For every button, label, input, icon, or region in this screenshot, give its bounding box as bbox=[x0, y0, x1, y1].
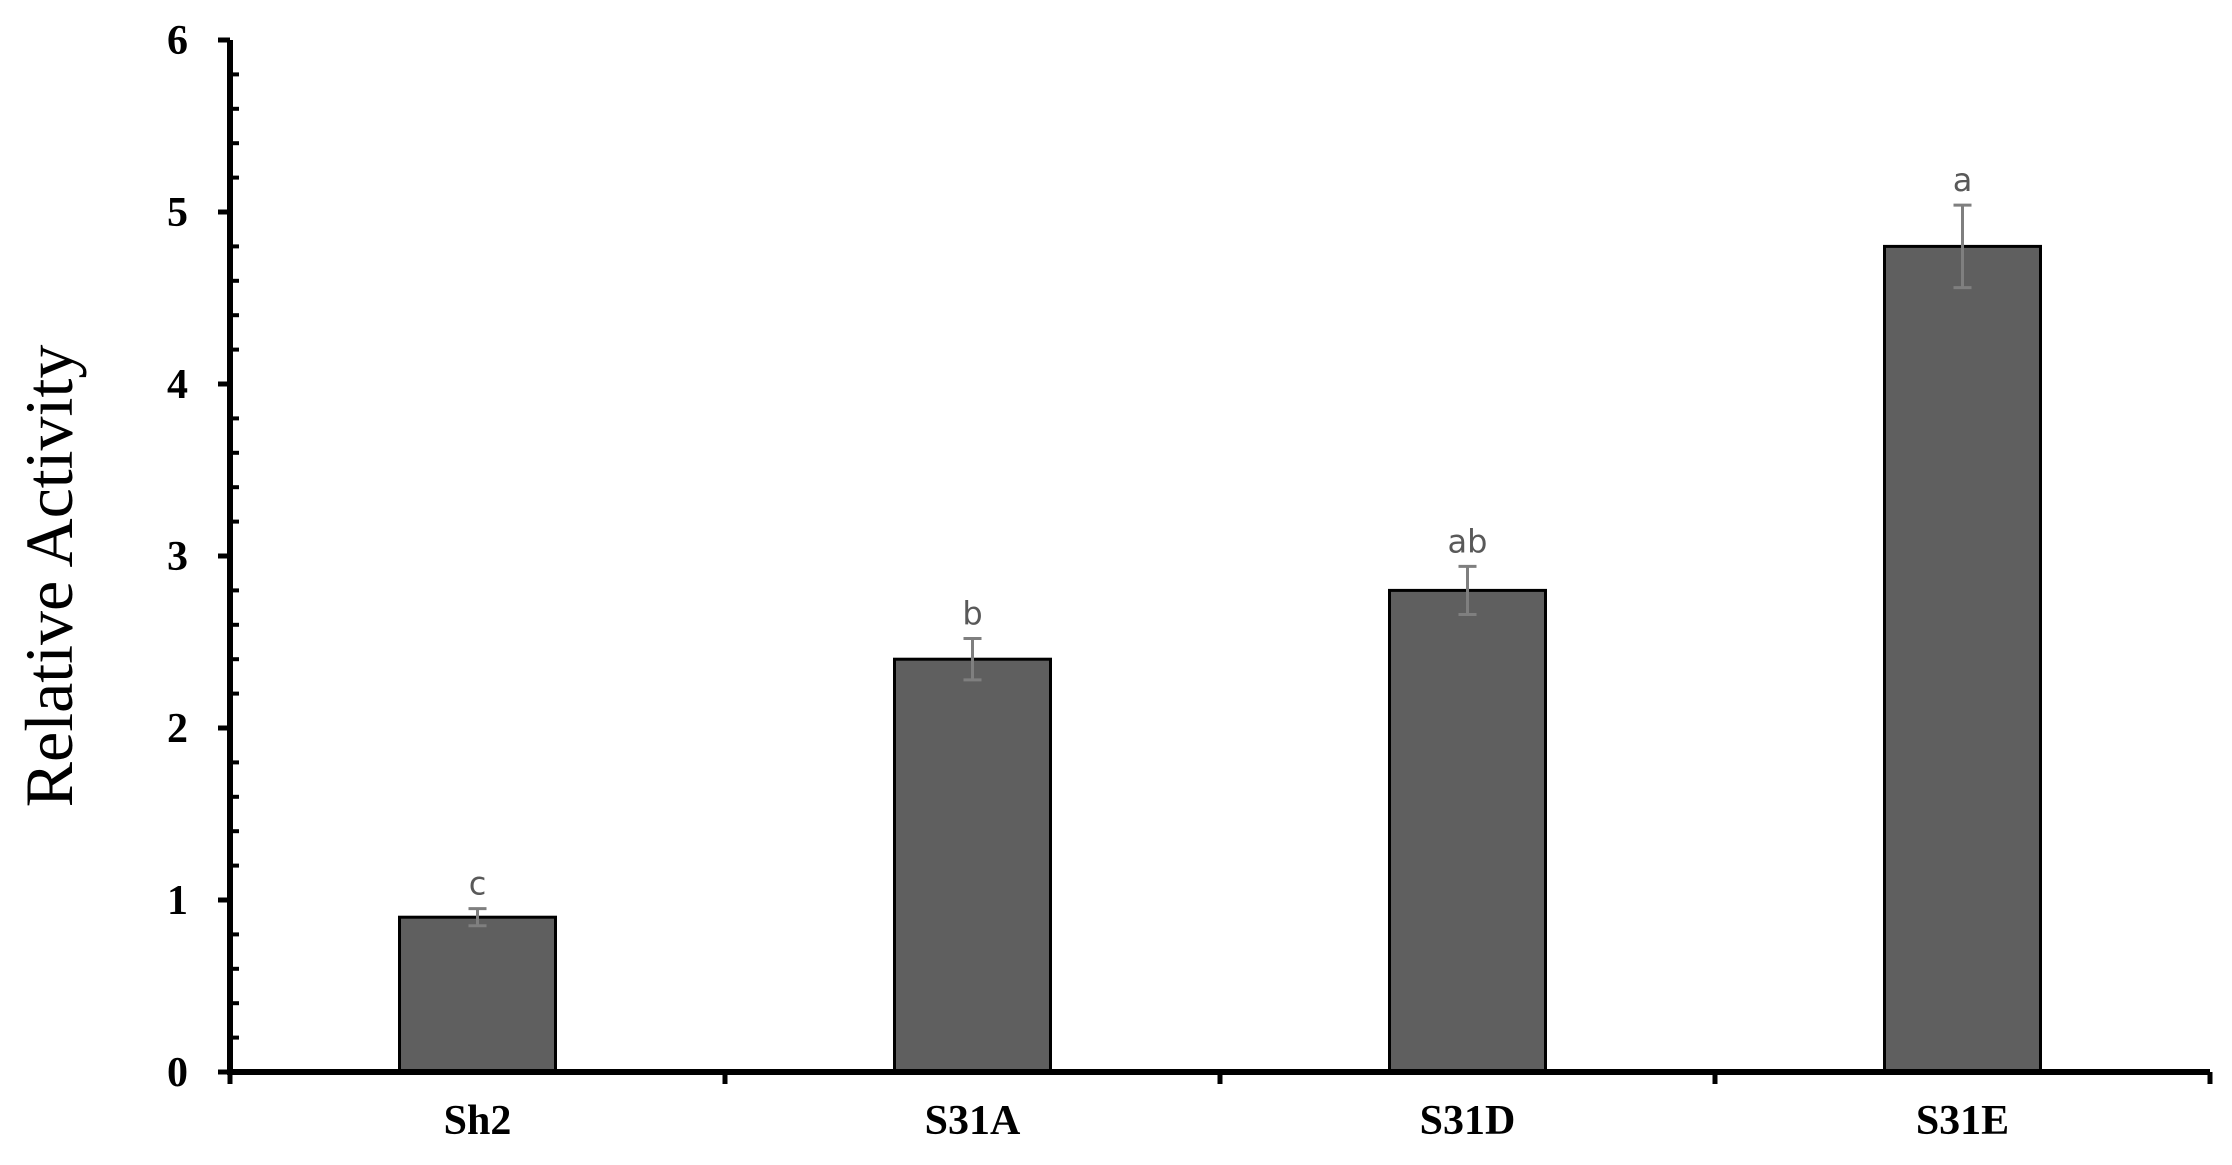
x-axis-category-labels: Sh2 S31A S31D S31E bbox=[444, 1098, 2010, 1144]
y-tick-label: 1 bbox=[167, 878, 188, 924]
bar-s31a bbox=[893, 657, 1052, 1074]
axes bbox=[227, 40, 2213, 1084]
significance-label-s31a: b bbox=[962, 595, 982, 633]
x-tick-label-s31e: S31E bbox=[1916, 1098, 2009, 1144]
y-tick-label: 5 bbox=[167, 190, 188, 236]
error-bars bbox=[468, 203, 1972, 928]
x-tick-label-s31d: S31D bbox=[1420, 1098, 1516, 1144]
x-tick-label-s31a: S31A bbox=[925, 1098, 1021, 1144]
significance-label-s31e: a bbox=[1953, 161, 1973, 199]
bar-sh2 bbox=[398, 915, 557, 1074]
x-tick-label-sh2: Sh2 bbox=[444, 1098, 512, 1144]
bar-s31d bbox=[1388, 588, 1547, 1074]
significance-label-s31d: ab bbox=[1448, 522, 1488, 560]
significance-label-sh2: c bbox=[469, 865, 487, 903]
significance-labels: c b ab a bbox=[469, 161, 1973, 902]
y-tick-label: 6 bbox=[167, 18, 188, 64]
y-tick-label: 0 bbox=[167, 1050, 188, 1096]
y-tick-label: 4 bbox=[167, 362, 188, 408]
bars bbox=[398, 244, 2042, 1074]
bar-s31e bbox=[1883, 244, 2042, 1074]
y-axis-title: Relative Activity bbox=[11, 345, 87, 808]
y-tick-label: 3 bbox=[167, 534, 188, 580]
y-axis-title-group: Relative Activity bbox=[11, 345, 87, 808]
y-tick-label: 2 bbox=[167, 706, 188, 752]
